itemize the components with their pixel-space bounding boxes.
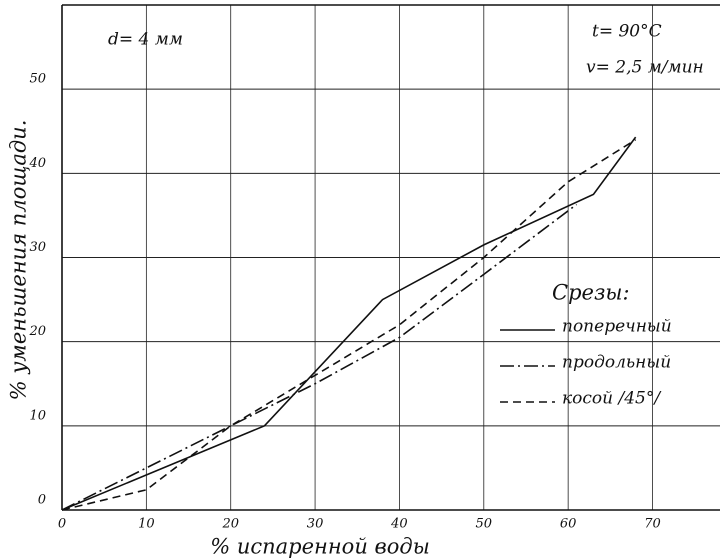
y-tick-label: 0 (38, 493, 46, 508)
x-tick-label: 10 (138, 517, 155, 532)
series-line (61, 136, 637, 511)
series-line (61, 203, 578, 511)
annotation: t= 90°C (592, 22, 662, 42)
legend-label: косой /45°/ (562, 389, 662, 409)
x-tick-label: 20 (221, 517, 239, 532)
x-axis-label: % испаренной воды (210, 535, 430, 559)
x-tick-label: 30 (307, 517, 324, 532)
x-tick-label: 50 (476, 517, 493, 532)
annotation: v= 2,5 м/мин (586, 58, 704, 78)
series-line (61, 138, 637, 511)
y-tick-label: 20 (28, 324, 46, 339)
y-axis-label: % уменьшения площади. (7, 120, 31, 401)
x-tick-label: 60 (560, 517, 577, 532)
x-tick-label: 40 (390, 517, 408, 532)
legend-title: Срезы: (552, 281, 630, 305)
y-tick-label: 50 (29, 72, 46, 87)
y-tick-label: 40 (28, 156, 46, 171)
legend-label: поперечный (562, 317, 672, 337)
annotation: d= 4 мм (108, 30, 183, 50)
x-tick-label: 70 (644, 517, 661, 532)
y-tick-label: 30 (29, 240, 46, 255)
x-tick-label: 0 (58, 517, 66, 532)
legend-label: продольный (562, 353, 671, 373)
y-tick-label: 10 (29, 408, 46, 423)
